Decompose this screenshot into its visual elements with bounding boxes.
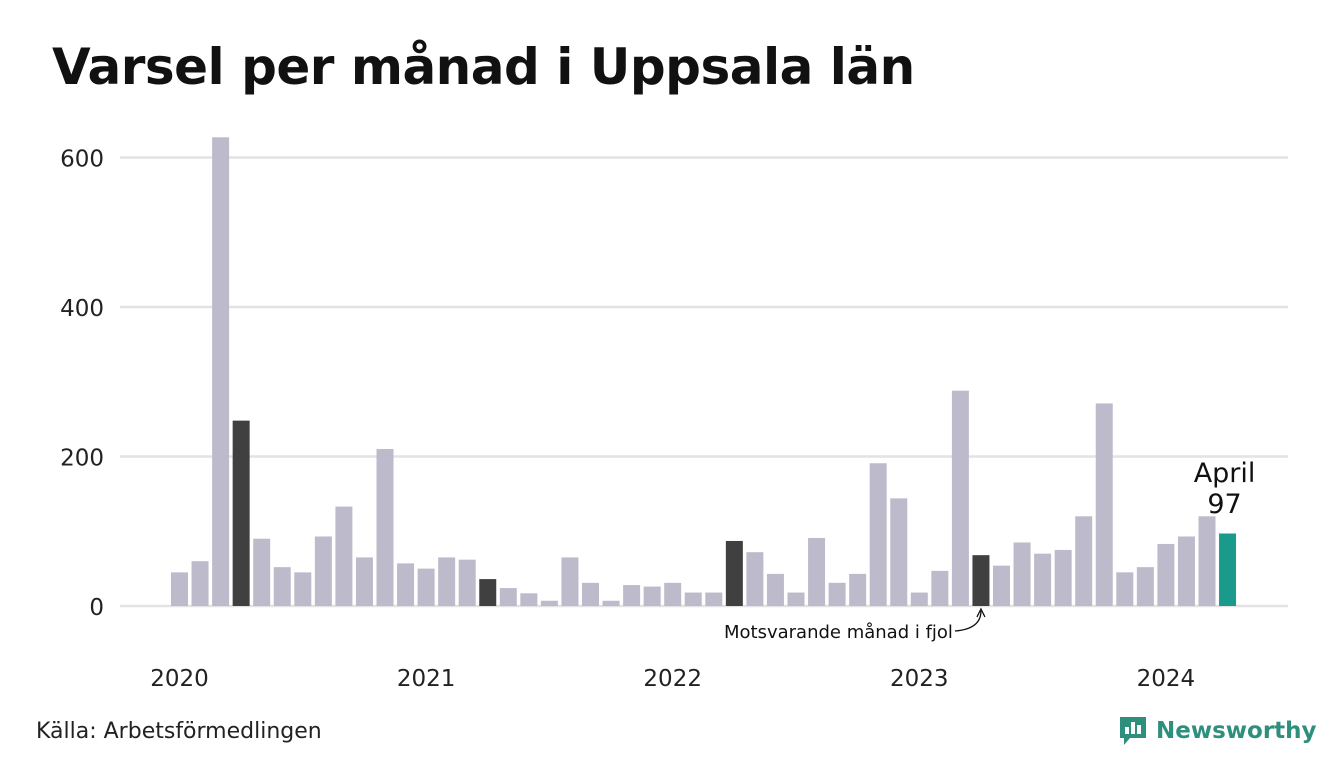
x-tick-label: 2022 xyxy=(643,666,702,692)
bar xyxy=(458,559,476,606)
bar xyxy=(499,588,517,606)
source-note: Källa: Arbetsförmedlingen xyxy=(36,719,322,744)
bar xyxy=(561,557,579,606)
bar xyxy=(540,600,558,606)
bar xyxy=(787,592,805,606)
bar xyxy=(1054,549,1072,606)
bar xyxy=(1198,516,1216,606)
y-tick-label: 600 xyxy=(60,147,104,173)
bar xyxy=(582,582,599,606)
bar xyxy=(1013,542,1031,606)
bar xyxy=(253,538,271,606)
x-tick-label: 2021 xyxy=(397,666,456,692)
bar xyxy=(623,585,641,606)
bar xyxy=(808,537,826,606)
highlight-month-label: April xyxy=(1194,458,1256,489)
bar xyxy=(869,463,887,606)
bar xyxy=(684,592,702,606)
bar xyxy=(1157,543,1175,606)
bar xyxy=(890,498,908,606)
bar xyxy=(910,592,928,606)
bar xyxy=(1034,553,1052,606)
bar xyxy=(171,572,188,606)
bar xyxy=(1075,516,1093,606)
bar xyxy=(417,568,435,606)
bar xyxy=(664,582,682,606)
bar xyxy=(1136,567,1154,606)
bar xyxy=(951,390,969,606)
x-tick-label: 2024 xyxy=(1137,666,1196,692)
bar xyxy=(355,557,373,606)
bar xyxy=(849,573,867,606)
x-tick-label: 2023 xyxy=(890,666,949,692)
newsworthy-logo[interactable]: Newsworthy xyxy=(1118,714,1317,748)
annotation-text: Motsvarande månad i fjol xyxy=(724,622,953,643)
bar xyxy=(828,582,846,606)
bar xyxy=(212,137,230,606)
annotation-arrow xyxy=(954,610,982,632)
bar xyxy=(273,567,291,606)
bar xyxy=(972,555,990,606)
bar xyxy=(479,579,497,606)
annotation-arrowhead xyxy=(976,607,986,618)
y-tick-label: 400 xyxy=(60,296,104,322)
bar xyxy=(232,420,250,606)
bar xyxy=(1219,533,1237,606)
bar xyxy=(766,573,784,606)
chart-title: Varsel per månad i Uppsala län xyxy=(52,38,915,96)
bar xyxy=(931,570,949,606)
bar xyxy=(191,561,209,606)
highlight-value-label: 97 xyxy=(1207,489,1241,520)
newsworthy-logo-text: Newsworthy xyxy=(1156,718,1317,744)
bar xyxy=(1177,536,1195,606)
bar xyxy=(1116,572,1134,606)
bar xyxy=(746,552,764,606)
y-tick-label: 0 xyxy=(89,595,104,621)
bar xyxy=(294,572,312,606)
bar xyxy=(376,449,394,606)
bar xyxy=(397,563,415,606)
bars xyxy=(171,137,1237,606)
bar xyxy=(520,593,538,606)
bar xyxy=(438,557,456,606)
bar xyxy=(705,592,723,606)
bar xyxy=(725,540,743,606)
newsworthy-logo-icon xyxy=(1120,717,1146,745)
bar xyxy=(314,536,332,606)
bar xyxy=(993,565,1010,606)
x-tick-label: 2020 xyxy=(150,666,209,692)
bar xyxy=(335,506,353,606)
y-tick-label: 200 xyxy=(60,446,104,472)
grid-lines xyxy=(120,156,1288,608)
bar xyxy=(1095,403,1113,606)
bar xyxy=(602,600,620,606)
bar xyxy=(643,586,661,606)
